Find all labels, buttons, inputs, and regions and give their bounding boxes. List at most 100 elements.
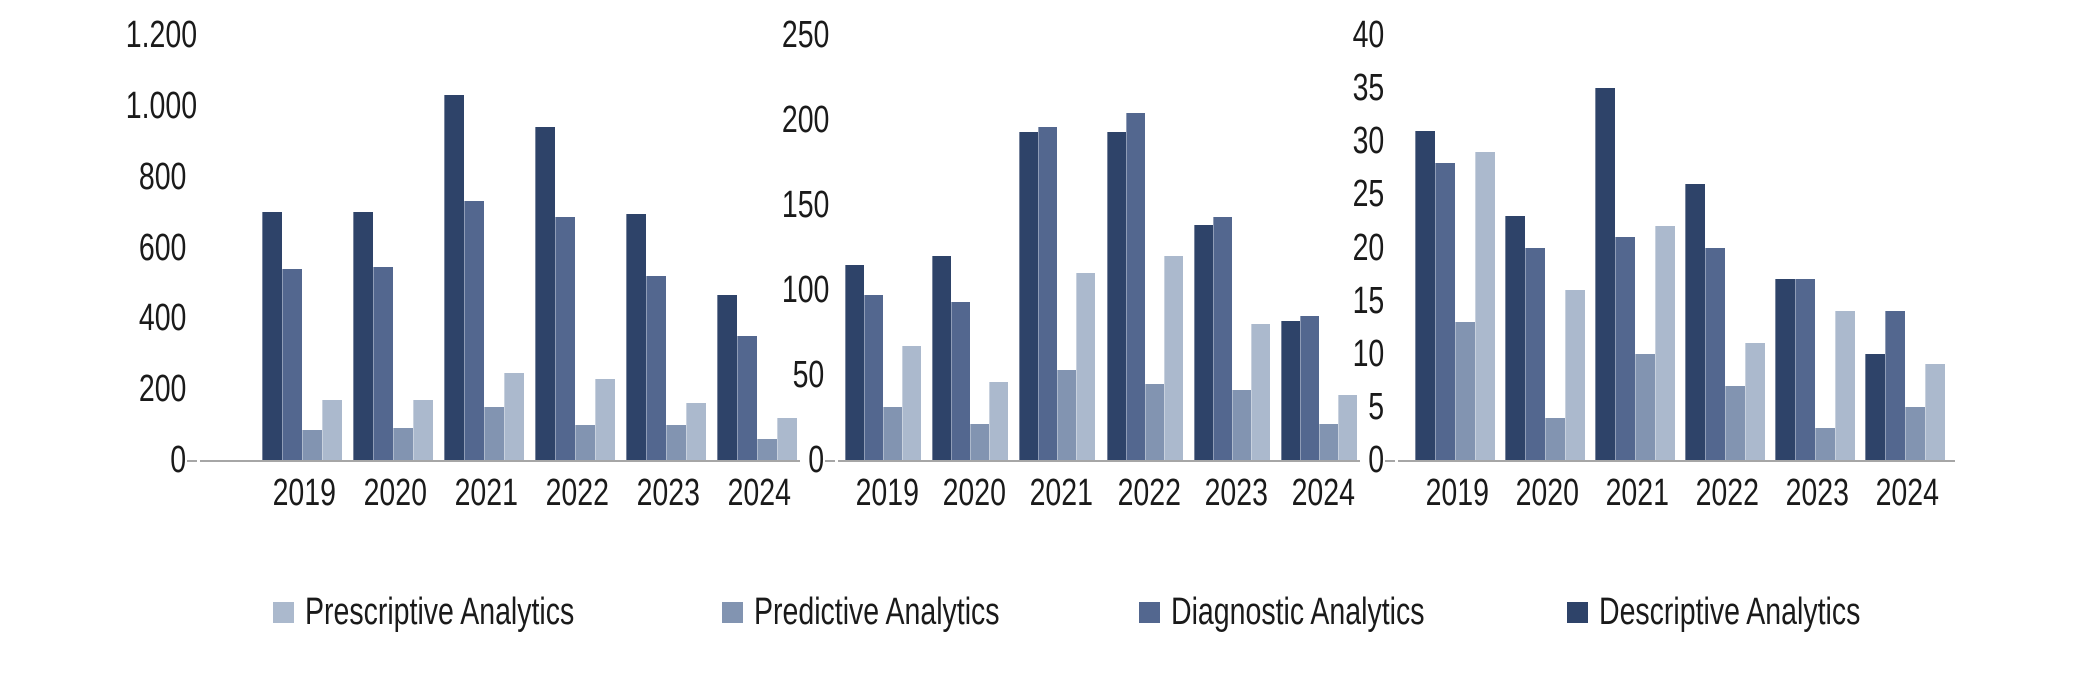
x-axis-labels: 2019 2020 2021 2022 2023 2024 — [838, 474, 1360, 512]
bar-group-2021 — [444, 35, 524, 460]
legend-swatch — [1139, 601, 1161, 623]
y-tick-label: 250 — [781, 14, 830, 56]
bar — [1835, 311, 1855, 460]
bar — [1775, 279, 1795, 460]
bar — [413, 399, 433, 460]
zero-tick-mark — [1385, 460, 1395, 462]
bar — [646, 275, 666, 460]
plot-area — [187, 35, 800, 462]
plot-area — [825, 35, 1360, 462]
bar-group-2020 — [353, 35, 433, 460]
bar — [1106, 131, 1126, 460]
legend-label: Prescriptive Analytics — [305, 591, 575, 633]
x-tick-label: 2024 — [727, 472, 791, 514]
y-tick-label: 200 — [138, 368, 186, 411]
chart-analytics-panel-3: 40 35 30 25 20 15 10 5 0 2019 2020 2021 2022 2023 202… — [1336, 16, 1955, 512]
legend-item: Descriptive Analytics — [1567, 593, 1947, 631]
bar — [353, 212, 373, 460]
x-tick-label: 2021 — [1029, 472, 1094, 514]
bar — [777, 417, 797, 460]
bar-group-2020 — [1505, 35, 1585, 460]
bar — [1655, 226, 1675, 460]
bar-group-2023 — [626, 35, 706, 460]
bar — [1705, 247, 1725, 460]
bar — [1038, 126, 1058, 460]
bar — [1299, 315, 1319, 460]
bar — [393, 428, 413, 460]
legend-swatch — [722, 601, 744, 623]
bar — [1057, 369, 1077, 460]
x-tick-label: 2022 — [545, 472, 609, 514]
bar-group-2022 — [535, 35, 615, 460]
chart-analytics-panel-1: 1.200 1.000 800 600 400 200 0 2019 2020 2021 2022… — [102, 16, 800, 514]
y-tick-label: 10 — [1352, 332, 1384, 375]
bar — [1595, 88, 1615, 460]
y-tick-label: 0 — [170, 439, 186, 481]
bar — [322, 399, 342, 460]
bar — [1435, 162, 1455, 460]
chart-analytics-panel-2: 250 200 150 100 50 0 2019 2020 2021 2022 2023 2024 — [766, 16, 1360, 512]
y-tick-label: 1.200 — [125, 14, 198, 56]
y-tick-label: 25 — [1352, 173, 1384, 216]
x-axis-labels: 2019 2020 2021 2022 2023 2024 — [1398, 474, 1955, 512]
bar — [1545, 417, 1565, 460]
y-tick-label: 5 — [1368, 385, 1384, 428]
y-tick-label: 30 — [1352, 120, 1384, 163]
bar — [864, 295, 883, 460]
bar — [1231, 390, 1251, 460]
bar — [757, 438, 777, 460]
bar-group-2021 — [1019, 35, 1096, 460]
bar-group-2024 — [1865, 35, 1945, 460]
x-tick-label: 2019 — [1425, 472, 1489, 514]
bar-group-2020 — [932, 35, 1009, 460]
legend-item: Diagnostic Analytics — [1139, 593, 1509, 631]
bar — [686, 403, 706, 460]
bar-group-2019 — [262, 35, 342, 460]
y-tick-label: 0 — [1368, 439, 1384, 481]
bar — [666, 424, 686, 460]
x-tick-label: 2021 — [1605, 472, 1669, 514]
bar — [262, 212, 282, 460]
y-tick-label: 0 — [808, 439, 824, 481]
bar — [1415, 130, 1435, 460]
bar — [1525, 247, 1545, 460]
x-tick-label: 2022 — [1695, 472, 1759, 514]
bar — [1565, 290, 1585, 460]
legend-swatch — [1567, 601, 1589, 623]
zero-tick-mark — [825, 460, 835, 462]
y-tick-label: 600 — [138, 226, 186, 269]
x-tick-label: 2023 — [1785, 472, 1849, 514]
bar — [1795, 279, 1815, 460]
bar — [1885, 311, 1905, 460]
x-tick-label: 2022 — [1117, 472, 1181, 514]
bar — [1635, 353, 1655, 460]
x-tick-label: 2020 — [363, 472, 427, 514]
bar-group-2024 — [717, 35, 797, 460]
y-axis: 250 200 150 100 50 0 — [766, 16, 830, 479]
bar — [595, 378, 615, 460]
y-tick-label: 200 — [781, 99, 830, 141]
bar-group-2023 — [1193, 35, 1270, 460]
bar-group-2022 — [1106, 35, 1183, 460]
x-tick-label: 2020 — [1515, 472, 1579, 514]
legend-swatch — [273, 601, 295, 623]
bar — [737, 336, 757, 460]
x-tick-label: 2023 — [1204, 472, 1268, 514]
y-tick-label: 50 — [792, 354, 824, 396]
bar — [902, 346, 921, 460]
bar-group-2019 — [845, 35, 921, 460]
bar — [464, 201, 484, 460]
bar — [1250, 324, 1270, 460]
bar — [1505, 215, 1525, 460]
bar — [883, 407, 902, 460]
bar-group-2022 — [1685, 35, 1765, 460]
chart-legend: Prescriptive Analytics Predictive Analyti… — [0, 590, 2081, 634]
bar — [302, 429, 322, 460]
y-tick-label: 1.000 — [125, 84, 198, 127]
bar — [373, 266, 393, 460]
legend-item: Predictive Analytics — [722, 593, 1081, 631]
x-tick-label: 2019 — [855, 472, 919, 514]
zero-tick-mark — [187, 460, 197, 462]
y-tick-label: 800 — [138, 155, 186, 198]
bar — [1815, 428, 1835, 460]
